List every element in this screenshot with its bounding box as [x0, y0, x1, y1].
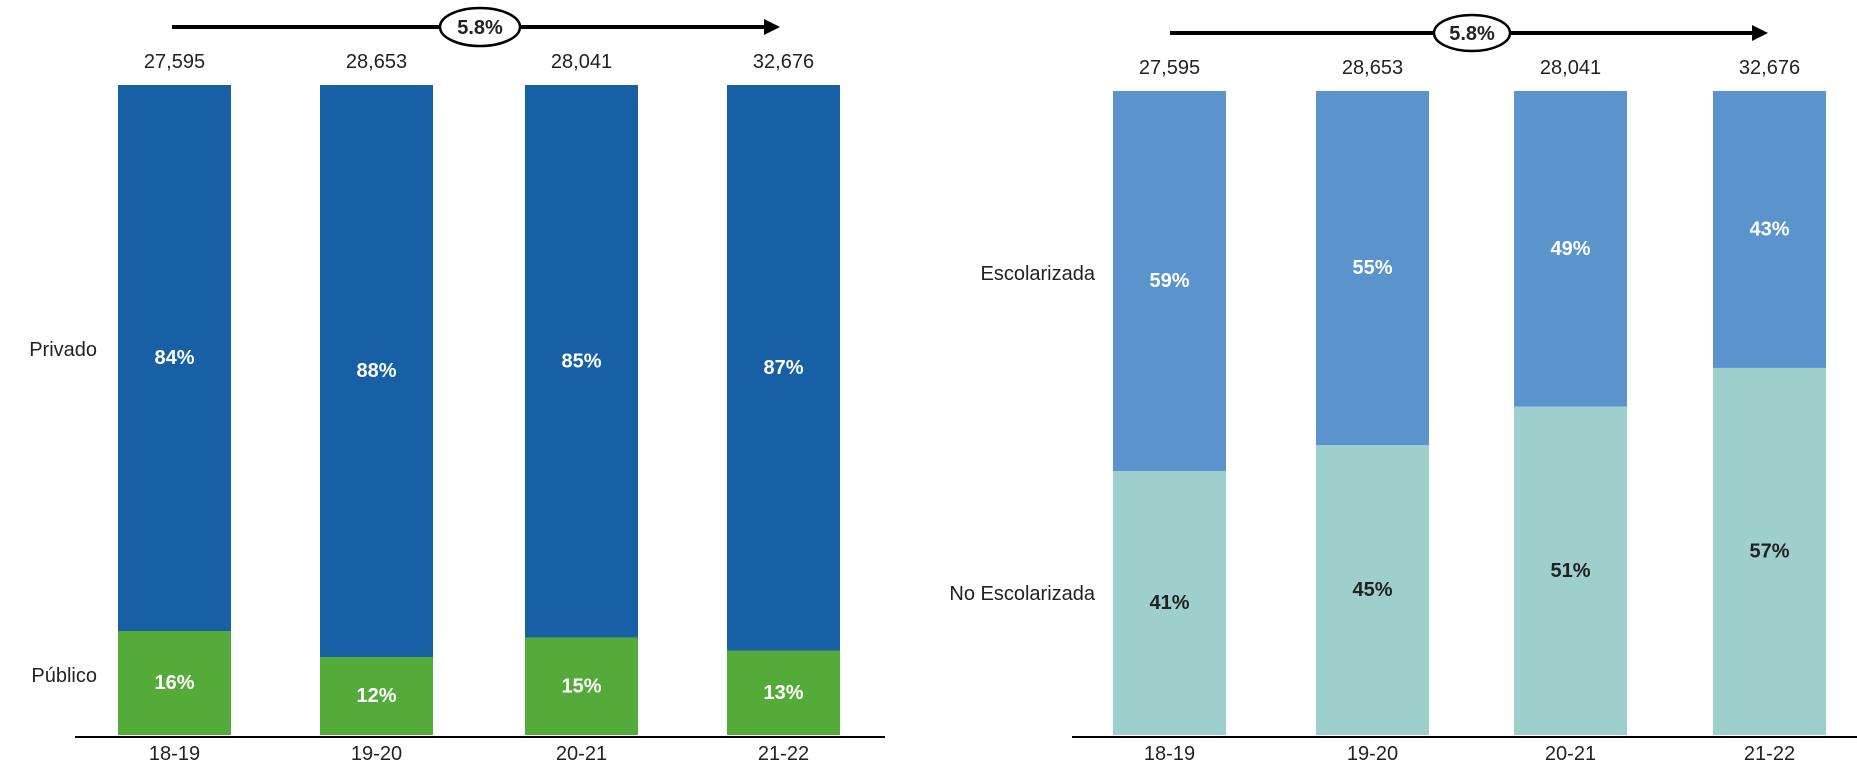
- bar-segment: [1713, 91, 1826, 368]
- bar-value-label: 45%: [1352, 579, 1392, 601]
- bar-segment: [727, 650, 840, 735]
- x-tick-label: 21-22: [1744, 743, 1795, 765]
- bar-total-label: 27,595: [144, 51, 205, 73]
- bar-value-label: 59%: [1149, 270, 1189, 292]
- bar-total-label: 28,041: [551, 51, 612, 73]
- bar-value-label: 51%: [1550, 560, 1590, 582]
- bar-segment: [1514, 406, 1627, 735]
- bar-value-label: 88%: [356, 360, 396, 382]
- bar-segment: [1316, 91, 1429, 446]
- x-tick-label: 20-21: [556, 743, 607, 765]
- x-tick-label: 20-21: [1545, 743, 1596, 765]
- bar-value-label: 85%: [561, 350, 601, 372]
- bar-segment: [525, 85, 638, 638]
- bar-segment: [118, 85, 231, 631]
- bar-value-label: 57%: [1749, 540, 1789, 562]
- bar-total-label: 32,676: [753, 51, 814, 73]
- series-legend-label: Escolarizada: [980, 263, 1095, 285]
- bar-segment: [727, 85, 840, 651]
- bar-total-label: 27,595: [1139, 57, 1200, 79]
- growth-arrow-head: [764, 19, 780, 35]
- bar-total-label: 28,653: [1342, 57, 1403, 79]
- bar-segment: [1316, 445, 1429, 735]
- bar-value-label: 15%: [561, 675, 601, 697]
- bar-segment: [525, 637, 638, 735]
- bar-segment: [1514, 91, 1627, 407]
- series-legend-label: Público: [31, 665, 97, 687]
- x-tick-label: 18-19: [1144, 743, 1195, 765]
- series-legend-label: Privado: [29, 339, 97, 361]
- growth-badge: [1432, 13, 1512, 53]
- growth-rate-label: 5.8%: [457, 17, 503, 39]
- chart-panel-1: 16% 84% 27,595 18-19 12% 88% 28,653 19-20 15% 85%…: [29, 6, 885, 765]
- x-tick-label: 18-19: [149, 743, 200, 765]
- bar-value-label: 55%: [1352, 257, 1392, 279]
- growth-rate-label: 5.8%: [1449, 23, 1495, 45]
- bar-value-label: 41%: [1149, 592, 1189, 614]
- bar-total-label: 32,676: [1739, 57, 1800, 79]
- growth-badge: [438, 6, 522, 48]
- bar-total-label: 28,041: [1540, 57, 1601, 79]
- bar-total-label: 28,653: [346, 51, 407, 73]
- bar-value-label: 13%: [763, 682, 803, 704]
- x-tick-label: 19-20: [1347, 743, 1398, 765]
- bar-value-label: 84%: [154, 347, 194, 369]
- bar-value-label: 12%: [356, 685, 396, 707]
- x-tick-label: 19-20: [351, 743, 402, 765]
- bar-value-label: 16%: [154, 672, 194, 694]
- bar-segment: [1113, 470, 1226, 735]
- growth-arrow-head: [1752, 25, 1768, 41]
- bar-segment: [118, 631, 231, 735]
- series-legend-label: No Escolarizada: [949, 583, 1096, 605]
- x-tick-label: 21-22: [758, 743, 809, 765]
- bar-segment: [1113, 91, 1226, 471]
- bar-value-label: 49%: [1550, 238, 1590, 260]
- bar-value-label: 87%: [763, 357, 803, 379]
- chart-panel-2: 41% 59% 27,595 18-19 45% 55% 28,653 19-20 51% 49%…: [949, 13, 1857, 765]
- bar-segment: [1713, 367, 1826, 735]
- bar-value-label: 43%: [1749, 218, 1789, 240]
- bar-segment: [320, 657, 433, 735]
- bar-segment: [320, 85, 433, 657]
